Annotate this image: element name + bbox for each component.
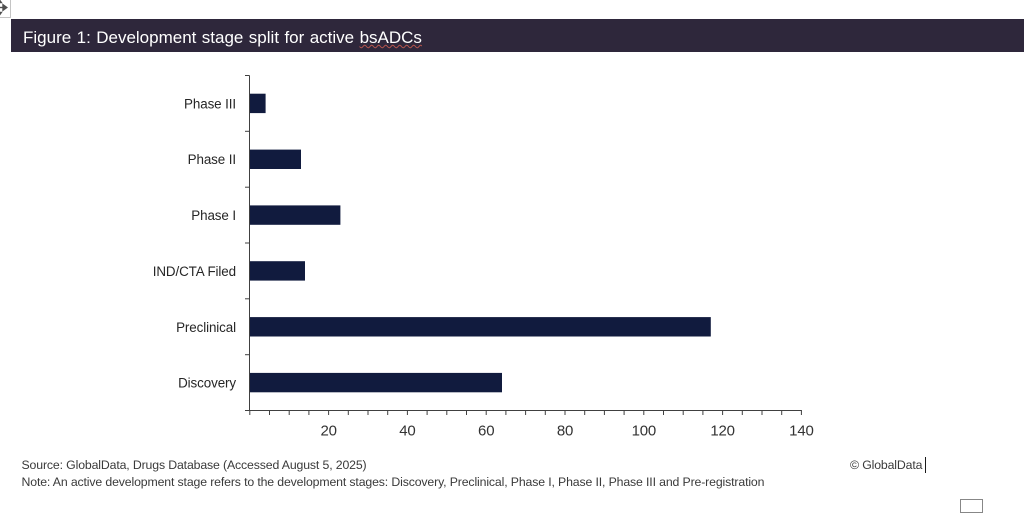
svg-text:100: 100 <box>632 423 656 440</box>
svg-text:120: 120 <box>710 423 734 440</box>
svg-text:80: 80 <box>557 423 573 440</box>
svg-text:Discovery: Discovery <box>178 376 236 391</box>
svg-text:Phase I: Phase I <box>191 208 236 223</box>
svg-text:140: 140 <box>789 423 813 440</box>
svg-text:40: 40 <box>399 423 415 440</box>
svg-text:IND/CTA Filed: IND/CTA Filed <box>153 264 236 279</box>
svg-text:Phase III: Phase III <box>184 96 236 111</box>
svg-text:Phase II: Phase II <box>188 152 236 167</box>
svg-text:60: 60 <box>478 423 494 440</box>
svg-text:20: 20 <box>320 423 336 440</box>
svg-text:Preclinical: Preclinical <box>176 320 236 335</box>
